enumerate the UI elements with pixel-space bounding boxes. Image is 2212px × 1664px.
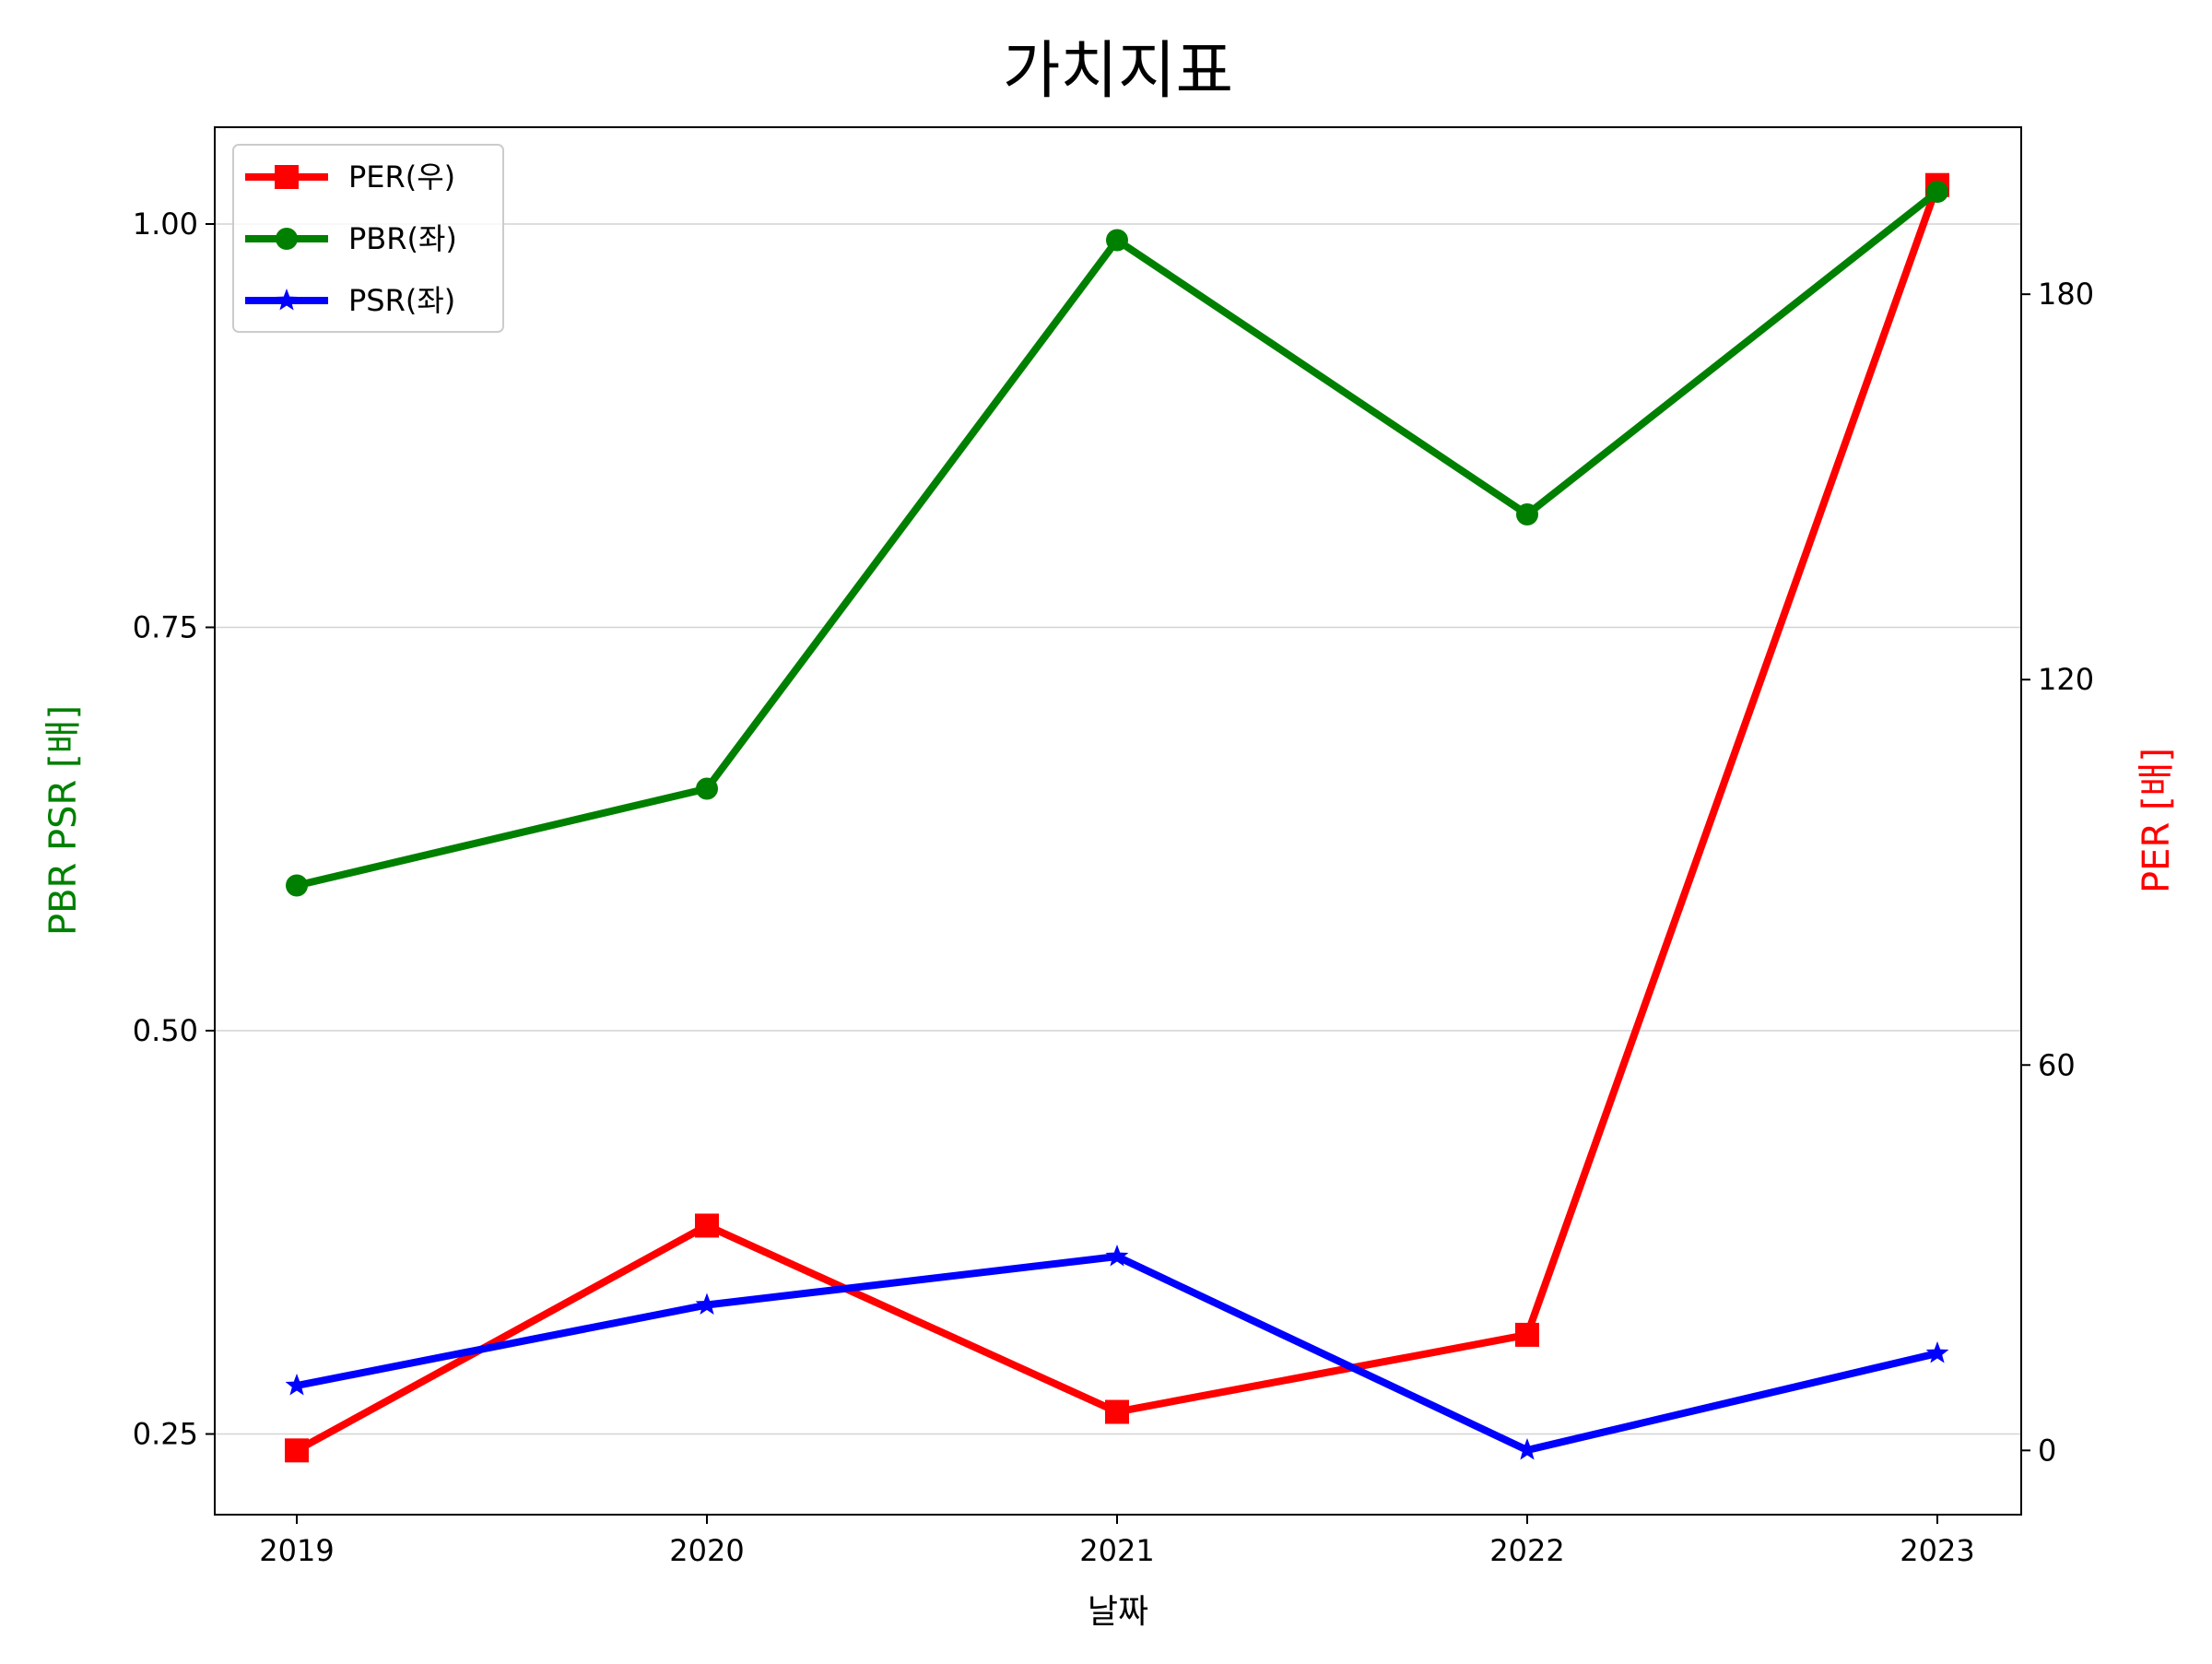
- x-tick-label: 2021: [1079, 1533, 1154, 1568]
- legend-label: PSR(좌): [348, 283, 455, 318]
- series-circle: [286, 181, 1948, 897]
- x-tick-label: 2019: [259, 1533, 334, 1568]
- chart-title: 가치지표: [1003, 35, 1233, 108]
- data-point: [695, 1292, 719, 1315]
- data-point: [1515, 1322, 1539, 1347]
- data-point: [1515, 1438, 1539, 1460]
- axes: 0.25 0.50 0.75 1.00 0 60 120 180 2019 2020 2021 202…: [133, 207, 2094, 1568]
- left-tick-label: 1.00: [133, 207, 198, 242]
- series-layer: [285, 172, 1949, 1463]
- series-star: [285, 1245, 1949, 1460]
- data-point: [285, 1374, 309, 1396]
- legend-marker: [275, 165, 299, 189]
- left-axis-title: PBR PSR [배]: [42, 705, 85, 936]
- right-tick-label: 0: [2038, 1433, 2056, 1468]
- data-point: [1105, 1245, 1129, 1267]
- x-tick-label: 2020: [669, 1533, 744, 1568]
- right-tick-label: 60: [2038, 1047, 2076, 1082]
- data-point: [1926, 181, 1948, 203]
- right-axis-title: PER [배]: [2136, 748, 2178, 893]
- data-point: [1925, 1341, 1949, 1363]
- left-tick-label: 0.50: [133, 1013, 198, 1048]
- legend-box: [232, 144, 504, 333]
- left-tick-label: 0.75: [133, 610, 198, 645]
- data-point: [285, 1438, 309, 1463]
- data-point: [286, 874, 308, 897]
- right-tick-label: 120: [2038, 662, 2094, 697]
- legend-marker: [275, 289, 299, 311]
- x-tick-label: 2023: [1900, 1533, 1974, 1568]
- x-tick-label: 2022: [1489, 1533, 1564, 1568]
- data-point: [695, 1213, 719, 1238]
- grid-lines: [215, 223, 2021, 1435]
- data-point: [696, 777, 718, 800]
- right-tick-label: 180: [2038, 277, 2094, 312]
- x-axis-title: 날짜: [1088, 1593, 1148, 1631]
- data-point: [1105, 1399, 1129, 1424]
- data-point: [1516, 503, 1538, 525]
- data-point: [1106, 229, 1128, 252]
- legend-marker: [276, 228, 298, 250]
- left-tick-label: 0.25: [133, 1417, 198, 1452]
- legend-label: PER(우): [348, 159, 455, 195]
- legend-label: PBR(좌): [348, 221, 457, 256]
- legend: PER(우) PBR(좌) PSR(좌): [232, 144, 504, 333]
